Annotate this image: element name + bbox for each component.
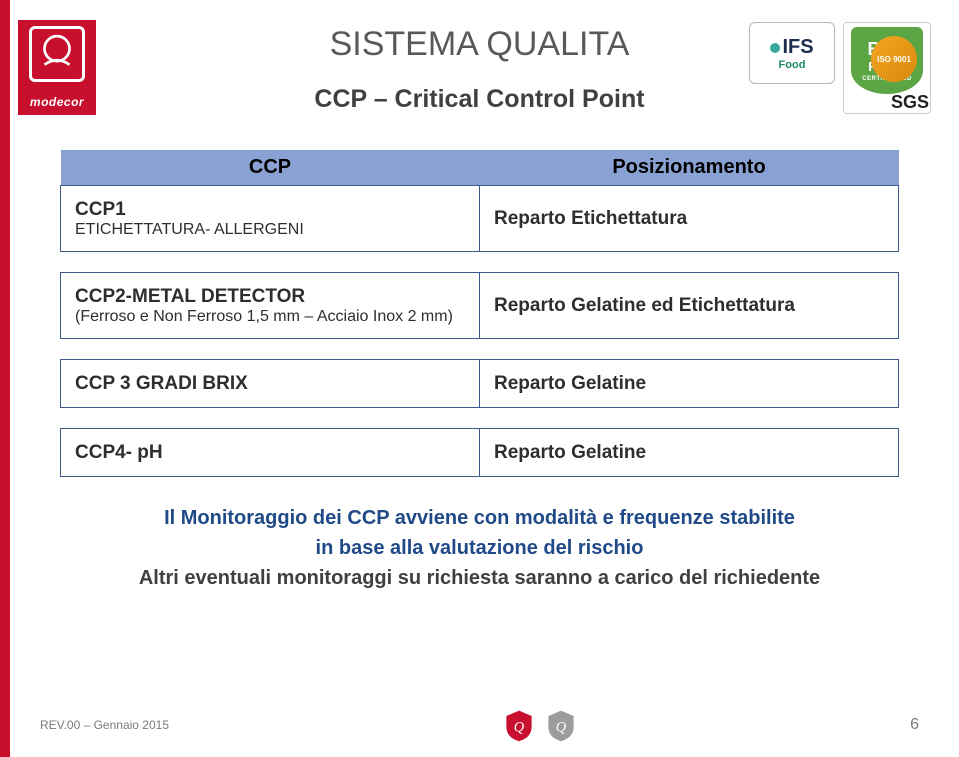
main-content: CCP Posizionamento CCP1ETICHETTATURA- AL… <box>60 150 899 593</box>
ifs-sub: Food <box>779 59 806 71</box>
table-row: CCP1ETICHETTATURA- ALLERGENIReparto Etic… <box>61 186 899 252</box>
position-cell: Reparto Gelatine <box>480 360 899 408</box>
footer-revision: REV.00 – Gennaio 2015 <box>40 718 169 732</box>
ifs-food-logo: IFS Food <box>749 22 835 84</box>
iso-9001-badge: ISO 9001 <box>871 36 917 82</box>
sgs-text: SGS <box>845 92 929 113</box>
svg-text:Q: Q <box>555 719 566 735</box>
table-row: CCP2-METAL DETECTOR(Ferroso e Non Ferros… <box>61 273 899 339</box>
table-row: CCP 3 GRADI BRIXReparto Gelatine <box>61 360 899 408</box>
quality-logo-grey: Q <box>543 707 579 743</box>
ccp-cell: CCP1ETICHETTATURA- ALLERGENI <box>61 186 480 252</box>
ccp-cell: CCP 3 GRADI BRIX <box>61 360 480 408</box>
ifs-text: IFS <box>782 36 813 58</box>
table-gap-row <box>61 408 899 429</box>
ccp-cell: CCP2-METAL DETECTOR(Ferroso e Non Ferros… <box>61 273 480 339</box>
position-cell: Reparto Gelatine ed Etichettatura <box>480 273 899 339</box>
table-gap-row <box>61 252 899 273</box>
note-line3: Altri eventuali monitoraggi su richiesta… <box>60 563 899 593</box>
note-line1: Il Monitoraggio dei CCP avviene con moda… <box>60 503 899 533</box>
position-cell: Reparto Etichettatura <box>480 186 899 252</box>
footer-quality-logos: Q Q <box>501 707 579 743</box>
note-line2: in base alla valutazione del rischio <box>60 533 899 563</box>
ccp-table: CCP Posizionamento CCP1ETICHETTATURA- AL… <box>60 150 899 477</box>
quality-logo-red: Q <box>501 707 537 743</box>
svg-text:Q: Q <box>513 719 524 735</box>
table-row: CCP4- pHReparto Gelatine <box>61 429 899 477</box>
col-header-ccp: CCP <box>61 150 480 186</box>
monitoring-note: Il Monitoraggio dei CCP avviene con moda… <box>60 503 899 593</box>
page-footer: REV.00 – Gennaio 2015 Q Q 6 <box>40 707 919 743</box>
table-gap-row <box>61 339 899 360</box>
position-cell: Reparto Gelatine <box>480 429 899 477</box>
ccp-cell: CCP4- pH <box>61 429 480 477</box>
col-header-pos: Posizionamento <box>480 150 899 186</box>
certification-logos: ISO 9001 IFS Food BRC FOOD CERTIFICATED … <box>749 22 931 114</box>
page-number: 6 <box>910 716 919 734</box>
